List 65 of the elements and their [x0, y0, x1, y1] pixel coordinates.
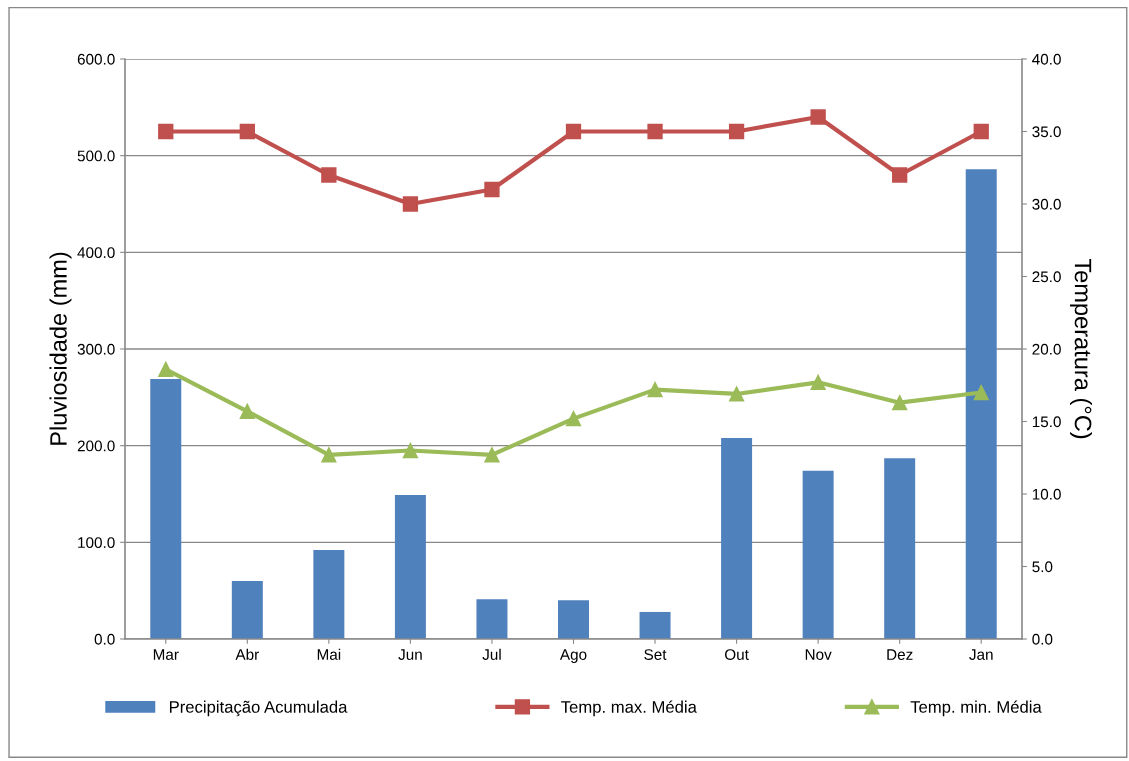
- y2-tick-label: 25.0: [1032, 271, 1061, 283]
- point: [158, 361, 174, 377]
- point: [973, 384, 989, 401]
- bar: [558, 600, 589, 639]
- x-tick-label: Out: [725, 649, 749, 660]
- x-tick-label: Jul: [482, 648, 501, 660]
- x-tick-label: Mai: [317, 648, 341, 660]
- y-tick-label: 0.0: [94, 633, 115, 645]
- point: [565, 123, 582, 140]
- legend-label: Temp. min. Média: [910, 700, 1042, 717]
- y2-tick-label: 35.0: [1032, 126, 1061, 138]
- x-tick-label: Ago: [559, 649, 587, 663]
- x-tick-label: Dez: [887, 649, 913, 660]
- y-tick-label: 400.0: [77, 247, 115, 259]
- point: [484, 447, 500, 463]
- point: [810, 109, 826, 125]
- bar: [394, 494, 426, 639]
- bar: [313, 550, 345, 639]
- bar: [721, 437, 753, 639]
- point: [484, 181, 500, 198]
- legend-label: Temp. max. Média: [561, 700, 697, 717]
- y2-tick-label: 20.0: [1032, 343, 1061, 355]
- y-tick-label: 600.0: [77, 53, 115, 65]
- point: [647, 381, 663, 398]
- y2-tick-label: 15.0: [1032, 416, 1061, 428]
- point: [402, 442, 419, 459]
- y2-tick-label: 5.0: [1032, 561, 1053, 573]
- point: [565, 410, 582, 427]
- x-tick-label: Set: [644, 649, 667, 660]
- y-tick-label: 300.0: [77, 343, 115, 355]
- y2-tick-label: 0.0: [1032, 633, 1053, 645]
- x-tick-label: Mar: [153, 649, 179, 660]
- x-tick-label: Jan: [969, 649, 993, 660]
- bar: [884, 458, 916, 639]
- point: [239, 403, 255, 419]
- x-tick-label: Abr: [235, 648, 259, 660]
- point: [158, 123, 174, 140]
- x-tick-label: Jun: [398, 649, 422, 660]
- bar: [150, 378, 182, 639]
- y-axis-title: Pluviosidade (mm): [49, 252, 72, 445]
- point: [973, 123, 989, 140]
- y-tick-label: 500.0: [77, 150, 115, 162]
- point: [728, 386, 745, 402]
- point: [728, 123, 745, 140]
- point: [321, 447, 337, 463]
- y-tick-label: 200.0: [77, 440, 115, 452]
- point: [810, 374, 826, 390]
- point: [321, 167, 337, 183]
- legend-label: Precipitação Acumulada: [169, 700, 348, 717]
- y2-axis-title: Temperatura (°C): [1070, 258, 1093, 439]
- point: [239, 123, 255, 140]
- bar: [965, 169, 997, 639]
- bar: [639, 611, 671, 639]
- bar: [231, 581, 263, 639]
- y-tick-label: 100.0: [78, 537, 115, 549]
- point: [402, 196, 419, 212]
- bar: [802, 470, 834, 639]
- x-tick-label: Nov: [805, 649, 832, 660]
- point: [892, 167, 908, 183]
- point: [892, 395, 908, 411]
- y2-tick-label: 10.0: [1032, 488, 1061, 500]
- bar: [476, 599, 508, 639]
- y2-tick-label: 40.0: [1032, 53, 1061, 65]
- point: [647, 123, 663, 140]
- y2-tick-label: 30.0: [1032, 198, 1061, 210]
